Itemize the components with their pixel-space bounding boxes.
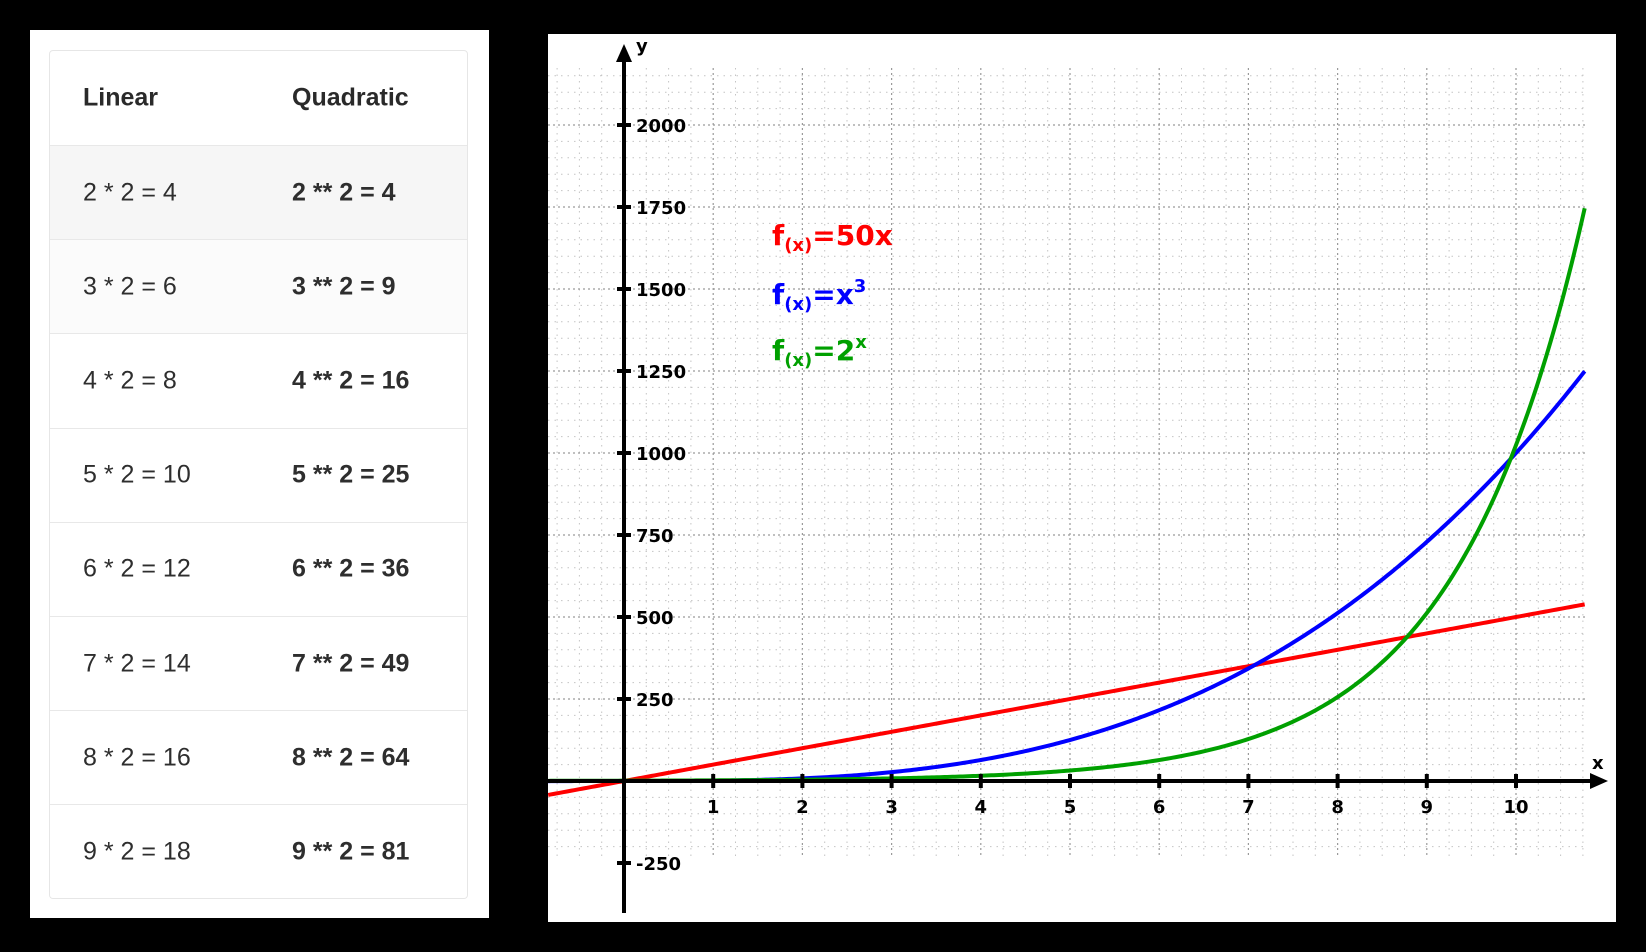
quadratic-cell: 5 ** 2 = 25 <box>292 460 410 489</box>
function-chart: x y 1 2 3 4 5 6 7 8 9 10 -250 250 500 750 1000 1250 1500 17… <box>548 34 1616 922</box>
x-tick-label: 2 <box>796 797 809 818</box>
linear-cell: 8 * 2 = 16 <box>83 743 191 772</box>
table-row: 4 * 2 = 8 4 ** 2 = 16 <box>50 334 467 429</box>
quadratic-cell: 4 ** 2 = 16 <box>292 366 410 395</box>
y-tick-label: 1250 <box>636 362 686 383</box>
y-tick-label: 750 <box>636 526 674 547</box>
x-tick-label: 6 <box>1153 797 1166 818</box>
y-tick-label: -250 <box>636 854 681 875</box>
legend-label-2: f(x)=2x <box>772 332 867 371</box>
table-row: 6 * 2 = 12 6 ** 2 = 36 <box>50 522 467 617</box>
y-tick-label: 1000 <box>636 444 686 465</box>
series-line-0 <box>548 602 1586 797</box>
x-tick-label: 8 <box>1331 797 1344 818</box>
x-tick-label: 9 <box>1421 797 1434 818</box>
table-header-row: Linear Quadratic <box>50 51 467 146</box>
table-row: 2 * 2 = 4 2 ** 2 = 4 <box>50 146 467 241</box>
x-tick-label: 7 <box>1242 797 1255 818</box>
quadratic-cell: 9 ** 2 = 81 <box>292 837 410 866</box>
linear-cell: 9 * 2 = 18 <box>83 837 191 866</box>
x-tick-label: 1 <box>707 797 720 818</box>
linear-cell: 6 * 2 = 12 <box>83 554 191 583</box>
quadratic-cell: 2 ** 2 = 4 <box>292 178 396 207</box>
comparison-table: Linear Quadratic 2 * 2 = 4 2 ** 2 = 4 3 * … <box>49 50 468 899</box>
y-tick-label: 1500 <box>636 280 686 301</box>
y-tick-label: 1750 <box>636 198 686 219</box>
table-panel: Linear Quadratic 2 * 2 = 4 2 ** 2 = 4 3 * … <box>30 30 489 918</box>
axes: x y 1 2 3 4 5 6 7 8 9 10 -250 250 500 750 1000 1250 1500 17… <box>548 36 1608 913</box>
linear-cell: 2 * 2 = 4 <box>83 178 177 207</box>
y-tick-label: 2000 <box>636 116 686 137</box>
series-line-2 <box>548 207 1587 783</box>
x-tick-label: 4 <box>975 797 988 818</box>
legend-label-0: f(x)=50x <box>772 219 893 256</box>
quadratic-cell: 3 ** 2 = 9 <box>292 272 396 301</box>
linear-cell: 5 * 2 = 10 <box>83 460 191 489</box>
table-row: 5 * 2 = 10 5 ** 2 = 25 <box>50 428 467 523</box>
y-axis-arrow-icon <box>616 44 632 62</box>
header-linear: Linear <box>83 83 159 112</box>
table-row: 7 * 2 = 14 7 ** 2 = 49 <box>50 617 467 712</box>
chart-canvas: x y 1 2 3 4 5 6 7 8 9 10 -250 250 500 750 1000 1250 1500 17… <box>548 36 1608 913</box>
linear-cell: 3 * 2 = 6 <box>83 272 177 301</box>
quadratic-cell: 7 ** 2 = 49 <box>292 649 410 678</box>
linear-cell: 7 * 2 = 14 <box>83 649 191 678</box>
x-axis-arrow-icon <box>1590 773 1608 789</box>
header-quadratic: Quadratic <box>292 83 409 112</box>
x-tick-label: 3 <box>885 797 898 818</box>
series-line-1 <box>548 370 1587 784</box>
linear-cell: 4 * 2 = 8 <box>83 366 177 395</box>
x-axis-label: x <box>1592 753 1604 774</box>
legend-label-1: f(x)=x3 <box>772 276 867 315</box>
table-row: 8 * 2 = 16 8 ** 2 = 64 <box>50 711 467 806</box>
y-tick-label: 250 <box>636 690 674 711</box>
quadratic-cell: 8 ** 2 = 64 <box>292 743 410 772</box>
y-axis-label: y <box>636 36 648 57</box>
quadratic-cell: 6 ** 2 = 36 <box>292 554 410 583</box>
x-tick-label: 10 <box>1503 797 1528 818</box>
curves <box>548 207 1587 797</box>
table-row: 3 * 2 = 6 3 ** 2 = 9 <box>50 240 467 335</box>
x-tick-label: 5 <box>1064 797 1077 818</box>
table-row: 9 * 2 = 18 9 ** 2 = 81 <box>50 805 467 898</box>
y-tick-label: 500 <box>636 608 674 629</box>
